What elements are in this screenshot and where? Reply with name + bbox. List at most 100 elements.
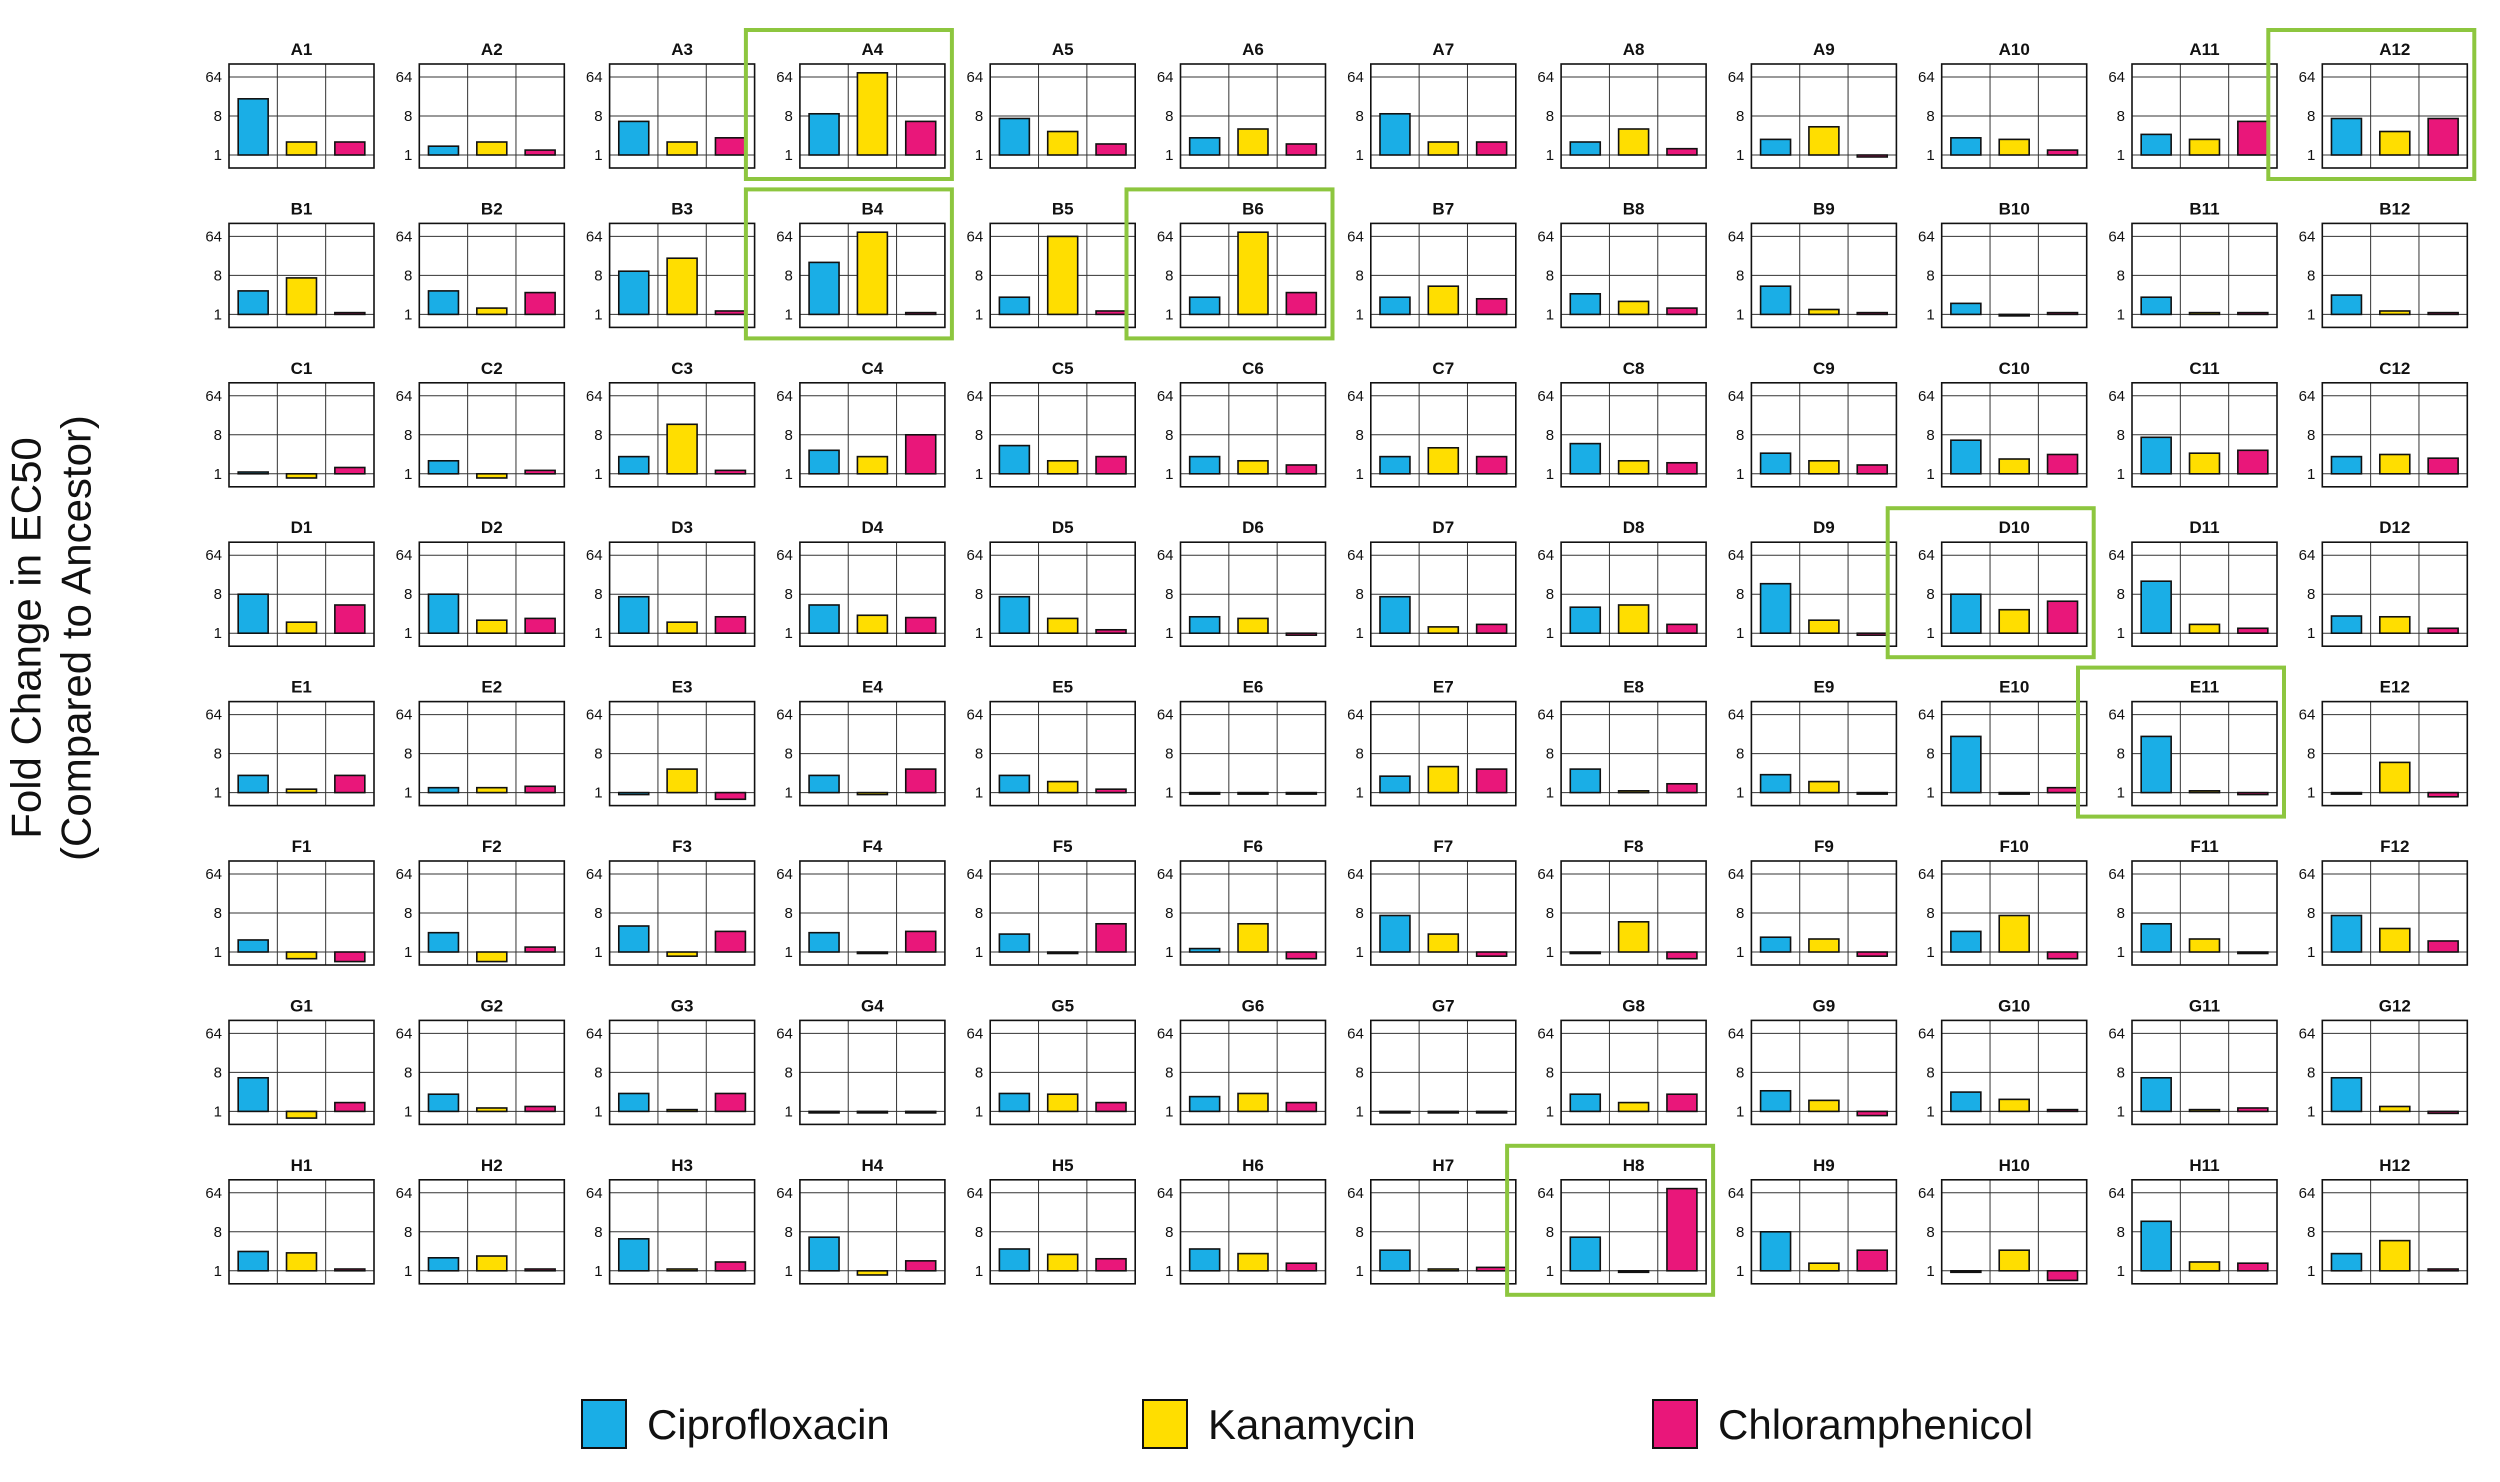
bar-kanamycin [1046, 951, 1079, 955]
panel-title: C2 [481, 359, 503, 378]
plot-frame [608, 1019, 756, 1126]
bar-ciprofloxacin [237, 939, 269, 953]
bar-ciprofloxacin [998, 774, 1031, 794]
y-tick-label: 8 [404, 586, 412, 603]
y-tick-label: 64 [205, 547, 222, 564]
y-tick-label: 64 [396, 547, 413, 564]
bar-kanamycin [856, 72, 889, 156]
y-tick-label: 1 [1736, 147, 1744, 164]
bar-chloramphenicol [524, 1105, 556, 1113]
bar-ciprofloxacin [237, 593, 269, 635]
panel-f3: F3 1 8 64 [586, 837, 756, 966]
y-tick-label: 1 [1736, 1263, 1744, 1280]
y-tick-label: 1 [1355, 944, 1363, 961]
bar-kanamycin [1046, 780, 1079, 794]
plot-frame [1179, 222, 1327, 329]
y-tick-label: 1 [1546, 306, 1554, 323]
y-tick-label: 1 [2307, 306, 2315, 323]
y-tick-label: 8 [404, 1224, 412, 1241]
plot-frame [1370, 63, 1517, 169]
y-tick-label: 64 [396, 1025, 413, 1042]
panel-title: E1 [291, 678, 312, 697]
panel-title: E6 [1243, 678, 1264, 697]
plot-frame [1370, 1019, 1517, 1126]
bar-chloramphenicol [904, 433, 937, 475]
bar-ciprofloxacin [617, 270, 650, 316]
bar-chloramphenicol [2237, 1262, 2269, 1272]
bar-chloramphenicol [714, 930, 747, 953]
bar-ciprofloxacin [2140, 1076, 2172, 1113]
bar-kanamycin [2188, 138, 2221, 156]
plot-frame [608, 700, 756, 807]
panel-f7: F7 1 8 64 [1347, 837, 1517, 966]
y-tick-label: 64 [2108, 547, 2125, 564]
bar-chloramphenicol [524, 149, 556, 156]
bar-kanamycin [1998, 914, 2030, 953]
plot-frame [1750, 541, 1898, 648]
bar-ciprofloxacin [2140, 436, 2172, 475]
panel-b11: B11 1 8 64 [2108, 199, 2278, 329]
bar-ciprofloxacin [1569, 951, 1602, 955]
plot-frame [1179, 1019, 1327, 1126]
y-tick-label: 8 [1736, 1224, 1744, 1241]
y-tick-label: 1 [975, 625, 983, 642]
plot-frame [1370, 541, 1517, 648]
panel-d4: D4 1 8 64 [776, 518, 946, 648]
panel-a1: A1 1 8 64 [205, 40, 375, 169]
plot-frame [228, 860, 375, 966]
y-tick-label: 64 [1728, 866, 1745, 883]
panel-h5: H5 1 8 64 [967, 1156, 1137, 1285]
bar-chloramphenicol [2427, 311, 2459, 316]
bar-chloramphenicol [1095, 310, 1127, 316]
bar-kanamycin [285, 621, 318, 634]
bar-kanamycin [285, 141, 318, 156]
panel-d8: D8 1 8 64 [1537, 518, 1707, 648]
bar-ciprofloxacin [998, 117, 1031, 156]
y-tick-label: 1 [975, 147, 983, 164]
y-tick-label: 64 [1728, 1025, 1745, 1042]
y-tick-label: 64 [776, 228, 793, 245]
bar-chloramphenicol [1856, 1249, 1889, 1272]
y-tick-label: 8 [2117, 905, 2125, 922]
y-tick-label: 8 [214, 746, 222, 763]
panel-title: B5 [1052, 199, 1074, 218]
plot-frame [1560, 63, 1707, 169]
y-tick-label: 64 [967, 866, 984, 883]
panel-title: D11 [2189, 518, 2219, 537]
panel-title: B4 [862, 199, 884, 218]
highlight-box [743, 28, 954, 181]
panel-title: F9 [1814, 837, 1834, 856]
bar-ciprofloxacin [1950, 137, 1982, 156]
plot-frame [1750, 222, 1898, 329]
panel-title: D9 [1813, 518, 1835, 537]
panel-title: A8 [1623, 40, 1645, 59]
y-tick-label: 8 [1355, 1064, 1363, 1081]
panel-c9: C9 1 8 64 [1728, 359, 1898, 488]
plot-frame [1940, 63, 2088, 169]
bar-chloramphenicol [1095, 1101, 1127, 1113]
panel-h11: H11 1 8 64 [2108, 1156, 2278, 1285]
panel-title: F12 [2380, 837, 2409, 856]
bar-chloramphenicol [1666, 147, 1698, 156]
plot-frame [1179, 381, 1327, 488]
bar-ciprofloxacin [2330, 914, 2363, 953]
panel-title: A5 [1052, 40, 1074, 59]
y-tick-label: 64 [1157, 228, 1174, 245]
y-tick-label: 8 [1546, 586, 1554, 603]
y-tick-label: 1 [1736, 944, 1744, 961]
y-tick-label: 1 [1736, 466, 1744, 483]
plot-frame [2321, 1019, 2469, 1126]
panel-title: H5 [1052, 1156, 1074, 1175]
bar-chloramphenicol [2427, 627, 2459, 635]
y-tick-label: 1 [1355, 306, 1363, 323]
bar-kanamycin [1998, 608, 2030, 635]
bar-chloramphenicol [1475, 1110, 1508, 1114]
bar-ciprofloxacin [1950, 1091, 1982, 1113]
panel-g3: G3 1 8 64 [586, 996, 756, 1126]
bar-kanamycin [1427, 765, 1460, 794]
plot-frame [1750, 700, 1898, 807]
panel-title: C7 [1432, 359, 1454, 378]
bar-ciprofloxacin [1188, 137, 1221, 156]
y-tick-label: 8 [1546, 1224, 1554, 1241]
panel-h9: H9 1 8 64 [1728, 1156, 1898, 1285]
